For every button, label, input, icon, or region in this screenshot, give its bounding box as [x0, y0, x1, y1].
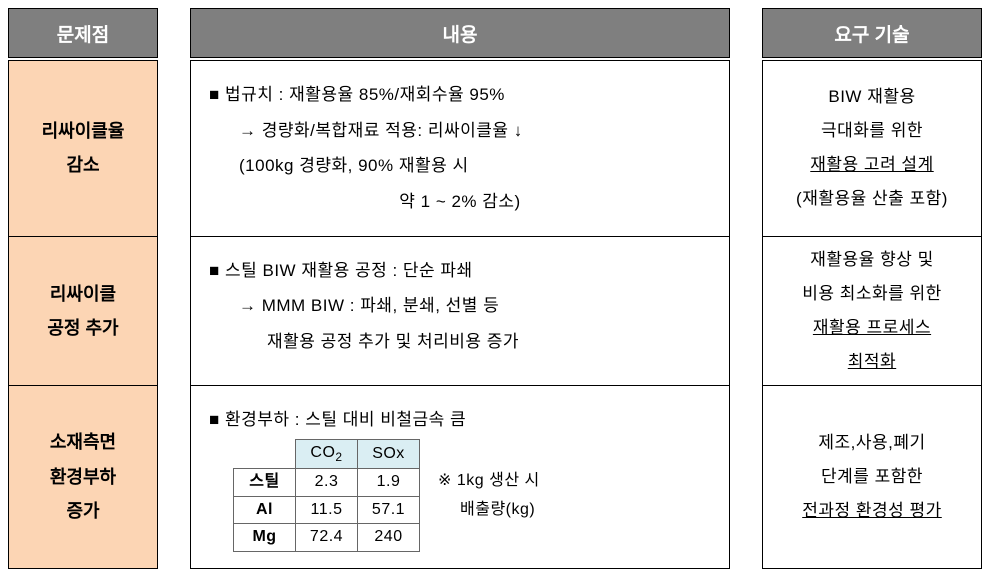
env-al-co2: 11.5 [296, 496, 358, 523]
row3-label: 소재측면 환경부하 증가 [8, 386, 158, 569]
row2-label-l1: 리싸이클 [50, 277, 116, 311]
row1-label-l1: 리싸이클율 [42, 114, 125, 148]
gap [158, 8, 190, 58]
env-steel-co2: 2.3 [296, 469, 358, 496]
env-note: ※ 1kg 생산 시 배출량(kg) [438, 467, 540, 525]
row3-label-l1: 소재측면 [50, 425, 116, 459]
header-tech: 요구 기술 [762, 8, 982, 58]
row2-content: ■ 스틸 BIW 재활용 공정 : 단순 파쇄 → MMM BIW : 파쇄, … [190, 237, 730, 386]
env-col-sox: SOx [358, 440, 420, 469]
env-row-steel: 스틸 [234, 469, 296, 496]
gap [730, 237, 762, 386]
row1-tech: BIW 재활용 극대화를 위한 재활용 고려 설계 (재활용율 산출 포함) [762, 60, 982, 237]
row1-label: 리싸이클율 감소 [8, 60, 158, 237]
row1-c-l3: (100kg 경량화, 90% 재활용 시 [209, 148, 711, 184]
row3-label-l3: 증가 [66, 494, 99, 528]
row1-t-l1: BIW 재활용 [828, 80, 915, 114]
row2-t-l1: 재활용율 향상 및 [810, 243, 933, 277]
env-blank [234, 440, 296, 469]
row1-content: ■ 법규치 : 재활용율 85%/재회수율 95% → 경량화/복합재료 적용:… [190, 60, 730, 237]
row2-c-l2: → MMM BIW : 파쇄, 분쇄, 선별 등 [209, 288, 711, 324]
row2-label-l2: 공정 추가 [47, 311, 118, 345]
row1-label-l2: 감소 [66, 148, 99, 182]
row2-c-l3: 재활용 공정 추가 및 처리비용 증가 [209, 324, 711, 360]
row3-content: ■ 환경부하 : 스틸 대비 비철금속 큼 CO2 SOx 스틸 2.3 1.9… [190, 386, 730, 569]
gap [730, 8, 762, 58]
row1-c-l1: ■ 법규치 : 재활용율 85%/재회수율 95% [209, 77, 711, 113]
header-problem: 문제점 [8, 8, 158, 58]
gap [730, 386, 762, 569]
row3-c-l1: ■ 환경부하 : 스틸 대비 비철금속 큼 [209, 402, 711, 438]
env-note-l1: ※ 1kg 생산 시 [438, 467, 540, 496]
row2-label: 리싸이클 공정 추가 [8, 237, 158, 386]
env-table: CO2 SOx 스틸 2.3 1.9 Al 11.5 57.1 Mg 72.4 … [233, 439, 420, 551]
row2-t-l4: 최적화 [848, 345, 896, 379]
row3-t-l1: 제조,사용,폐기 [818, 426, 925, 460]
row2-tech: 재활용율 향상 및 비용 최소화를 위한 재활용 프로세스 최적화 [762, 237, 982, 386]
gap [158, 60, 190, 237]
row1-c-l4: 약 1 ~ 2% 감소) [209, 184, 711, 220]
gap [730, 60, 762, 237]
env-col-co2: CO2 [296, 440, 358, 469]
main-table: 문제점 내용 요구 기술 리싸이클율 감소 ■ 법규치 : 재활용율 85%/재… [8, 8, 974, 569]
env-steel-sox: 1.9 [358, 469, 420, 496]
env-wrap: CO2 SOx 스틸 2.3 1.9 Al 11.5 57.1 Mg 72.4 … [233, 439, 711, 551]
row1-t-l3: 재활용 고려 설계 [810, 148, 933, 182]
row3-t-l2: 단계를 포함한 [821, 460, 923, 494]
env-note-l2: 배출량(kg) [438, 496, 540, 525]
row1-t-l2: 극대화를 위한 [821, 114, 923, 148]
env-mg-sox: 240 [358, 524, 420, 551]
row3-tech: 제조,사용,폐기 단계를 포함한 전과정 환경성 평가 [762, 386, 982, 569]
row2-c-l1: ■ 스틸 BIW 재활용 공정 : 단순 파쇄 [209, 253, 711, 289]
env-mg-co2: 72.4 [296, 524, 358, 551]
row3-t-l3: 전과정 환경성 평가 [802, 494, 942, 528]
env-row-al: Al [234, 496, 296, 523]
row1-c-l2: → 경량화/복합재료 적용: 리싸이클율 ↓ [209, 113, 711, 149]
env-al-sox: 57.1 [358, 496, 420, 523]
row1-t-l4: (재활용율 산출 포함) [796, 182, 948, 216]
header-content: 내용 [190, 8, 730, 58]
gap [158, 386, 190, 569]
env-row-mg: Mg [234, 524, 296, 551]
gap [158, 237, 190, 386]
row2-t-l2: 비용 최소화를 위한 [802, 277, 942, 311]
row3-label-l2: 환경부하 [50, 460, 116, 494]
row2-t-l3: 재활용 프로세스 [813, 311, 931, 345]
